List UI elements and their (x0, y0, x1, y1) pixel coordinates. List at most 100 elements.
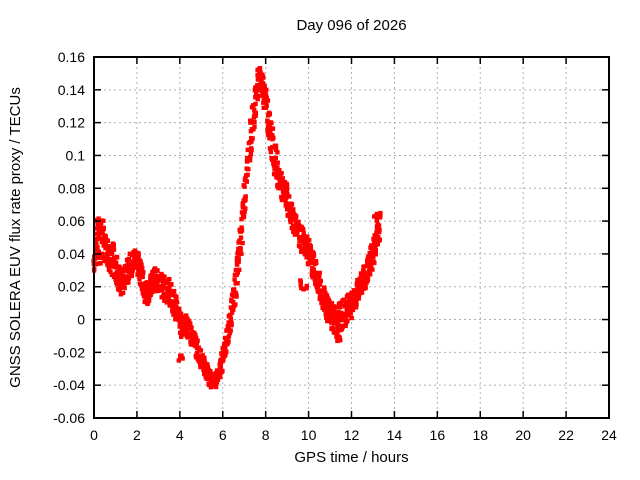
data-point (236, 256, 241, 261)
data-point (139, 262, 144, 267)
data-point (324, 293, 330, 299)
data-point (236, 259, 241, 264)
data-point (280, 189, 286, 194)
data-point (287, 194, 292, 199)
data-point (289, 202, 295, 207)
data-point (329, 301, 335, 306)
axes-and-ticks (93, 56, 610, 419)
data-point (372, 236, 378, 241)
data-point (95, 218, 100, 223)
data-point (349, 305, 354, 310)
data-point (98, 224, 103, 229)
scatter-band (91, 66, 383, 390)
data-point (120, 279, 125, 285)
data-point (368, 272, 373, 277)
data-point (310, 258, 316, 263)
data-point (325, 308, 331, 313)
data-point (310, 256, 315, 261)
data-point (248, 151, 254, 157)
data-point (267, 110, 272, 115)
data-point (376, 235, 381, 240)
data-point (269, 120, 274, 126)
data-point (138, 259, 143, 264)
data-point (227, 330, 233, 336)
y-tick-label: 0.16 (58, 49, 85, 65)
data-point (308, 247, 314, 252)
data-point (111, 247, 117, 252)
data-point (338, 304, 343, 310)
data-point (265, 128, 270, 133)
data-point (126, 256, 132, 261)
data-point (129, 273, 135, 278)
data-point (298, 244, 303, 249)
x-tick-label: 4 (176, 427, 184, 443)
data-point (183, 313, 188, 319)
data-point (283, 201, 289, 206)
data-point (228, 328, 233, 333)
data-point (279, 197, 285, 203)
data-point (126, 280, 131, 285)
data-point (229, 323, 234, 328)
data-point (240, 240, 245, 246)
data-point (354, 302, 359, 307)
data-point (290, 209, 296, 214)
y-tick-label: 0.06 (58, 213, 85, 229)
data-point (295, 221, 301, 226)
data-point (268, 129, 273, 134)
data-point (331, 308, 337, 314)
data-point (241, 214, 247, 219)
x-tick-label: 10 (301, 427, 317, 443)
data-point (149, 281, 155, 286)
data-point (120, 269, 125, 274)
data-point (323, 299, 328, 305)
data-point (228, 313, 233, 318)
data-point (111, 244, 116, 249)
data-point (243, 175, 248, 180)
data-point (180, 356, 185, 361)
data-point (146, 288, 151, 294)
data-point (114, 261, 119, 266)
y-tick-label: 0.1 (66, 147, 86, 163)
data-point (369, 262, 374, 267)
y-tick-label: 0.04 (58, 246, 85, 262)
data-point (338, 338, 343, 343)
data-point (333, 312, 338, 317)
data-point (155, 280, 160, 286)
data-point (108, 269, 113, 274)
data-point (178, 353, 183, 358)
data-point (239, 225, 244, 230)
y-tick-label: -0.04 (53, 377, 85, 393)
data-point (233, 291, 239, 297)
data-point (162, 274, 167, 279)
data-point (365, 276, 371, 282)
data-point (345, 318, 350, 324)
data-point (95, 244, 100, 250)
data-point (372, 214, 377, 219)
data-point (371, 255, 376, 260)
data-point (235, 270, 240, 275)
data-point (345, 292, 351, 297)
data-point (277, 167, 282, 173)
data-point (172, 309, 177, 314)
data-point (224, 328, 229, 333)
data-point (119, 277, 124, 282)
data-point (304, 286, 309, 291)
data-point (278, 175, 283, 181)
data-point (270, 126, 276, 131)
data-point (253, 101, 258, 107)
data-point (370, 250, 375, 255)
data-point (221, 348, 226, 354)
y-tick-label: -0.06 (53, 410, 85, 426)
data-point (111, 274, 117, 279)
data-point (136, 255, 141, 260)
data-point (327, 317, 333, 323)
data-point (163, 295, 168, 300)
data-point (152, 289, 157, 294)
data-point (196, 358, 202, 363)
data-point (275, 150, 280, 155)
data-point (340, 323, 345, 329)
data-point (377, 227, 382, 233)
data-point (262, 85, 267, 90)
data-point (364, 263, 369, 269)
